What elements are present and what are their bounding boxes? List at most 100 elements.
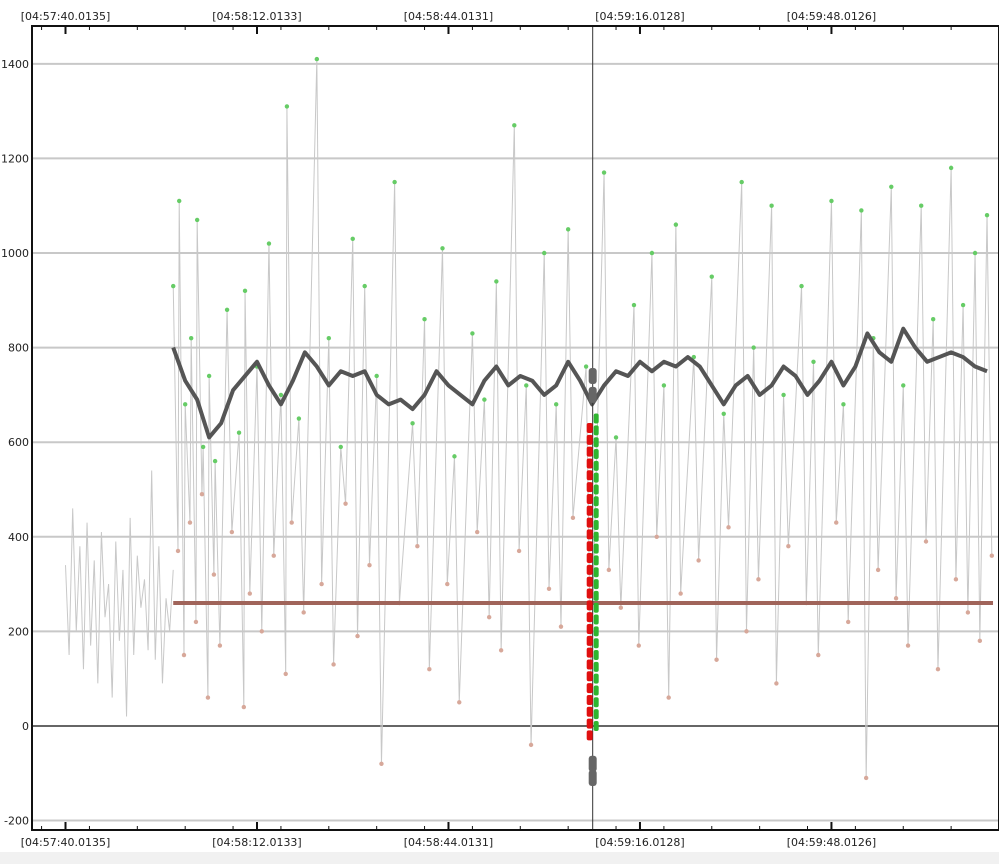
cursor-green-marker xyxy=(593,555,599,566)
pink-point xyxy=(863,775,869,781)
green-point xyxy=(296,416,302,421)
green-point xyxy=(188,335,194,341)
y-tick-label: 1200 xyxy=(1,152,29,165)
green-point xyxy=(182,402,188,407)
pink-point xyxy=(774,681,779,686)
pink-point xyxy=(953,577,959,582)
pink-point xyxy=(696,558,701,563)
pink-point xyxy=(714,657,719,662)
pink-point xyxy=(331,662,336,667)
green-point xyxy=(524,383,529,388)
green-point xyxy=(224,307,230,312)
green-point xyxy=(512,123,517,128)
pink-point xyxy=(654,534,659,539)
x-tick-label-bottom: [04:57:40.0135] xyxy=(21,836,110,849)
pink-point xyxy=(726,525,731,530)
cursor-green-marker xyxy=(593,661,599,672)
cursor-red-marker xyxy=(586,600,593,611)
green-point xyxy=(691,354,697,360)
cursor-green-marker xyxy=(593,460,599,471)
pink-point xyxy=(259,629,264,634)
pink-point xyxy=(618,605,624,610)
pink-point xyxy=(199,492,205,497)
pink-point xyxy=(205,695,211,700)
green-point xyxy=(859,208,864,213)
green-point xyxy=(266,241,272,246)
y-tick-label: 0 xyxy=(22,720,29,733)
cursor-green-marker xyxy=(593,638,599,649)
bottom-status-strip xyxy=(0,852,999,864)
plot-frame xyxy=(31,25,999,831)
cursor-gray-marker xyxy=(588,386,597,403)
pink-point xyxy=(606,567,612,573)
cursor-green-marker xyxy=(593,543,599,554)
y-tick-label: 600 xyxy=(8,436,29,449)
x-tick-label-bottom: [04:58:44.0131] xyxy=(404,836,493,849)
pink-point xyxy=(756,577,761,582)
y-tick-label: 800 xyxy=(8,342,29,355)
cursor-red-marker xyxy=(586,635,593,646)
x-tick-label-bottom: [04:58:12.0133] xyxy=(212,836,301,849)
green-point xyxy=(811,359,816,364)
green-point xyxy=(362,283,367,289)
green-point xyxy=(278,392,284,398)
green-point xyxy=(440,246,445,251)
pink-point xyxy=(367,562,372,568)
cursor-red-marker xyxy=(586,446,593,457)
cursor-red-marker xyxy=(586,505,593,516)
sample-trace xyxy=(172,59,993,778)
green-point xyxy=(350,236,355,242)
cursor-red-marker xyxy=(586,624,593,634)
cursor-green-marker xyxy=(593,508,599,519)
pink-point xyxy=(786,544,791,549)
green-point xyxy=(177,198,182,204)
cursor-green-marker xyxy=(593,579,599,590)
pink-point xyxy=(498,648,504,653)
pink-point xyxy=(923,539,929,544)
green-point xyxy=(769,203,774,208)
cursor-green-marker xyxy=(593,685,599,696)
cursor-red-marker xyxy=(586,706,593,717)
green-point xyxy=(314,56,320,62)
green-point xyxy=(889,184,894,189)
pink-point xyxy=(678,591,683,596)
cursor-red-marker xyxy=(586,683,593,694)
cursor-green-marker xyxy=(593,472,599,483)
green-point xyxy=(583,364,589,369)
pink-point xyxy=(427,667,432,672)
green-point xyxy=(242,288,248,294)
cursor-green-marker xyxy=(593,567,599,578)
green-point xyxy=(284,104,290,109)
cursor-red-marker xyxy=(586,482,593,493)
green-point xyxy=(781,392,786,398)
pink-point xyxy=(379,761,384,766)
green-point xyxy=(236,430,242,435)
green-point xyxy=(948,165,954,171)
pink-point xyxy=(744,629,749,634)
green-point xyxy=(613,435,619,440)
cursor-red-marker xyxy=(586,541,593,552)
y-tick-label: -200 xyxy=(4,815,29,828)
cursor-green-marker xyxy=(593,484,599,495)
green-point xyxy=(171,283,176,289)
cursor-red-marker xyxy=(586,529,593,540)
green-point xyxy=(212,458,218,464)
green-point xyxy=(338,444,343,450)
green-point xyxy=(565,227,571,232)
series-layer xyxy=(65,56,995,781)
pink-point xyxy=(989,553,995,558)
green-point xyxy=(799,283,804,289)
pink-point xyxy=(187,520,193,525)
pink-point xyxy=(666,695,671,700)
raw-trace xyxy=(65,470,174,717)
cursor-red-marker xyxy=(586,694,593,705)
green-point xyxy=(901,383,906,388)
y-tick-label: 400 xyxy=(8,531,29,544)
pink-point xyxy=(893,596,899,601)
pink-point xyxy=(355,633,360,639)
pink-point xyxy=(247,591,253,596)
pink-point xyxy=(241,704,247,710)
pink-point xyxy=(211,572,217,577)
pink-point xyxy=(570,515,576,521)
